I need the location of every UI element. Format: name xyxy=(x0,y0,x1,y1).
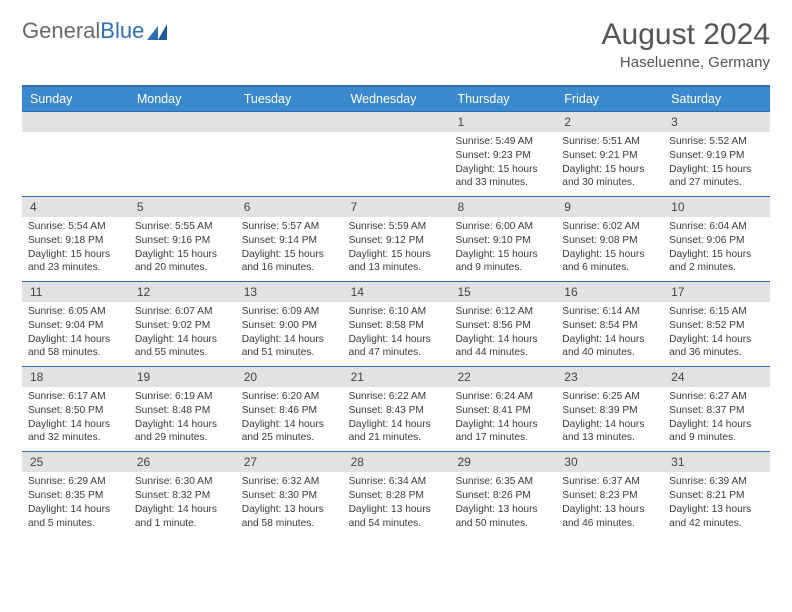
day-number xyxy=(343,112,450,132)
day-data: Sunrise: 5:49 AM Sunset: 9:23 PM Dayligh… xyxy=(449,132,556,196)
day-data: Sunrise: 5:51 AM Sunset: 9:21 PM Dayligh… xyxy=(556,132,663,196)
day-number: 6 xyxy=(236,197,343,217)
day-data: Sunrise: 6:04 AM Sunset: 9:06 PM Dayligh… xyxy=(663,217,770,281)
day-number-row: 18192021222324 xyxy=(22,366,770,387)
day-data-row: Sunrise: 6:17 AM Sunset: 8:50 PM Dayligh… xyxy=(22,387,770,451)
day-number: 14 xyxy=(343,282,450,302)
day-number: 8 xyxy=(449,197,556,217)
day-number: 24 xyxy=(663,367,770,387)
day-data: Sunrise: 5:55 AM Sunset: 9:16 PM Dayligh… xyxy=(129,217,236,281)
day-data: Sunrise: 6:39 AM Sunset: 8:21 PM Dayligh… xyxy=(663,472,770,536)
day-number: 17 xyxy=(663,282,770,302)
day-data: Sunrise: 6:30 AM Sunset: 8:32 PM Dayligh… xyxy=(129,472,236,536)
day-data xyxy=(129,132,236,196)
location: Haseluenne, Germany xyxy=(602,54,770,71)
weekday-header-row: SundayMondayTuesdayWednesdayThursdayFrid… xyxy=(22,87,770,111)
day-data: Sunrise: 5:57 AM Sunset: 9:14 PM Dayligh… xyxy=(236,217,343,281)
day-number xyxy=(22,112,129,132)
day-number: 18 xyxy=(22,367,129,387)
day-number: 13 xyxy=(236,282,343,302)
day-data: Sunrise: 6:17 AM Sunset: 8:50 PM Dayligh… xyxy=(22,387,129,451)
day-data: Sunrise: 5:52 AM Sunset: 9:19 PM Dayligh… xyxy=(663,132,770,196)
day-data: Sunrise: 6:24 AM Sunset: 8:41 PM Dayligh… xyxy=(449,387,556,451)
day-number: 3 xyxy=(663,112,770,132)
day-data: Sunrise: 6:34 AM Sunset: 8:28 PM Dayligh… xyxy=(343,472,450,536)
day-data: Sunrise: 6:19 AM Sunset: 8:48 PM Dayligh… xyxy=(129,387,236,451)
day-number: 12 xyxy=(129,282,236,302)
day-data: Sunrise: 6:10 AM Sunset: 8:58 PM Dayligh… xyxy=(343,302,450,366)
day-data: Sunrise: 6:25 AM Sunset: 8:39 PM Dayligh… xyxy=(556,387,663,451)
day-data: Sunrise: 5:54 AM Sunset: 9:18 PM Dayligh… xyxy=(22,217,129,281)
day-number: 4 xyxy=(22,197,129,217)
weekday-label: Saturday xyxy=(663,87,770,111)
weekday-label: Sunday xyxy=(22,87,129,111)
day-number: 16 xyxy=(556,282,663,302)
day-number: 19 xyxy=(129,367,236,387)
day-data: Sunrise: 6:07 AM Sunset: 9:02 PM Dayligh… xyxy=(129,302,236,366)
day-number: 11 xyxy=(22,282,129,302)
day-number: 28 xyxy=(343,452,450,472)
day-number: 22 xyxy=(449,367,556,387)
header: GeneralBlue August 2024 Haseluenne, Germ… xyxy=(22,18,770,71)
day-number xyxy=(236,112,343,132)
logo-text-2: Blue xyxy=(100,18,144,44)
calendar: SundayMondayTuesdayWednesdayThursdayFrid… xyxy=(22,85,770,536)
day-data-row: Sunrise: 6:29 AM Sunset: 8:35 PM Dayligh… xyxy=(22,472,770,536)
day-number: 9 xyxy=(556,197,663,217)
day-number: 7 xyxy=(343,197,450,217)
day-number: 29 xyxy=(449,452,556,472)
day-number-row: 123 xyxy=(22,111,770,132)
logo-text-1: General xyxy=(22,18,100,44)
day-number: 10 xyxy=(663,197,770,217)
day-number-row: 25262728293031 xyxy=(22,451,770,472)
day-data xyxy=(236,132,343,196)
weekday-label: Wednesday xyxy=(343,87,450,111)
day-number: 31 xyxy=(663,452,770,472)
day-data: Sunrise: 6:35 AM Sunset: 8:26 PM Dayligh… xyxy=(449,472,556,536)
weekday-label: Thursday xyxy=(449,87,556,111)
day-data: Sunrise: 5:59 AM Sunset: 9:12 PM Dayligh… xyxy=(343,217,450,281)
day-number: 27 xyxy=(236,452,343,472)
day-data: Sunrise: 6:15 AM Sunset: 8:52 PM Dayligh… xyxy=(663,302,770,366)
day-number: 25 xyxy=(22,452,129,472)
month-title: August 2024 xyxy=(602,18,770,52)
weekday-label: Monday xyxy=(129,87,236,111)
day-data-row: Sunrise: 5:54 AM Sunset: 9:18 PM Dayligh… xyxy=(22,217,770,281)
day-number: 5 xyxy=(129,197,236,217)
day-number: 23 xyxy=(556,367,663,387)
day-data-row: Sunrise: 5:49 AM Sunset: 9:23 PM Dayligh… xyxy=(22,132,770,196)
day-data xyxy=(343,132,450,196)
logo: GeneralBlue xyxy=(22,18,169,44)
day-data: Sunrise: 6:22 AM Sunset: 8:43 PM Dayligh… xyxy=(343,387,450,451)
day-data: Sunrise: 6:27 AM Sunset: 8:37 PM Dayligh… xyxy=(663,387,770,451)
day-number: 1 xyxy=(449,112,556,132)
day-data: Sunrise: 6:09 AM Sunset: 9:00 PM Dayligh… xyxy=(236,302,343,366)
day-data: Sunrise: 6:00 AM Sunset: 9:10 PM Dayligh… xyxy=(449,217,556,281)
day-data: Sunrise: 6:20 AM Sunset: 8:46 PM Dayligh… xyxy=(236,387,343,451)
weekday-label: Tuesday xyxy=(236,87,343,111)
day-number xyxy=(129,112,236,132)
day-data: Sunrise: 6:37 AM Sunset: 8:23 PM Dayligh… xyxy=(556,472,663,536)
day-number-row: 11121314151617 xyxy=(22,281,770,302)
title-block: August 2024 Haseluenne, Germany xyxy=(602,18,770,71)
day-data: Sunrise: 6:12 AM Sunset: 8:56 PM Dayligh… xyxy=(449,302,556,366)
day-data: Sunrise: 6:32 AM Sunset: 8:30 PM Dayligh… xyxy=(236,472,343,536)
day-number: 30 xyxy=(556,452,663,472)
day-data: Sunrise: 6:05 AM Sunset: 9:04 PM Dayligh… xyxy=(22,302,129,366)
weekday-label: Friday xyxy=(556,87,663,111)
day-number: 2 xyxy=(556,112,663,132)
day-data: Sunrise: 6:02 AM Sunset: 9:08 PM Dayligh… xyxy=(556,217,663,281)
day-number: 26 xyxy=(129,452,236,472)
day-number-row: 45678910 xyxy=(22,196,770,217)
day-number: 21 xyxy=(343,367,450,387)
day-data xyxy=(22,132,129,196)
day-data-row: Sunrise: 6:05 AM Sunset: 9:04 PM Dayligh… xyxy=(22,302,770,366)
day-number: 15 xyxy=(449,282,556,302)
day-number: 20 xyxy=(236,367,343,387)
day-data: Sunrise: 6:29 AM Sunset: 8:35 PM Dayligh… xyxy=(22,472,129,536)
day-data: Sunrise: 6:14 AM Sunset: 8:54 PM Dayligh… xyxy=(556,302,663,366)
logo-icon xyxy=(147,22,169,40)
